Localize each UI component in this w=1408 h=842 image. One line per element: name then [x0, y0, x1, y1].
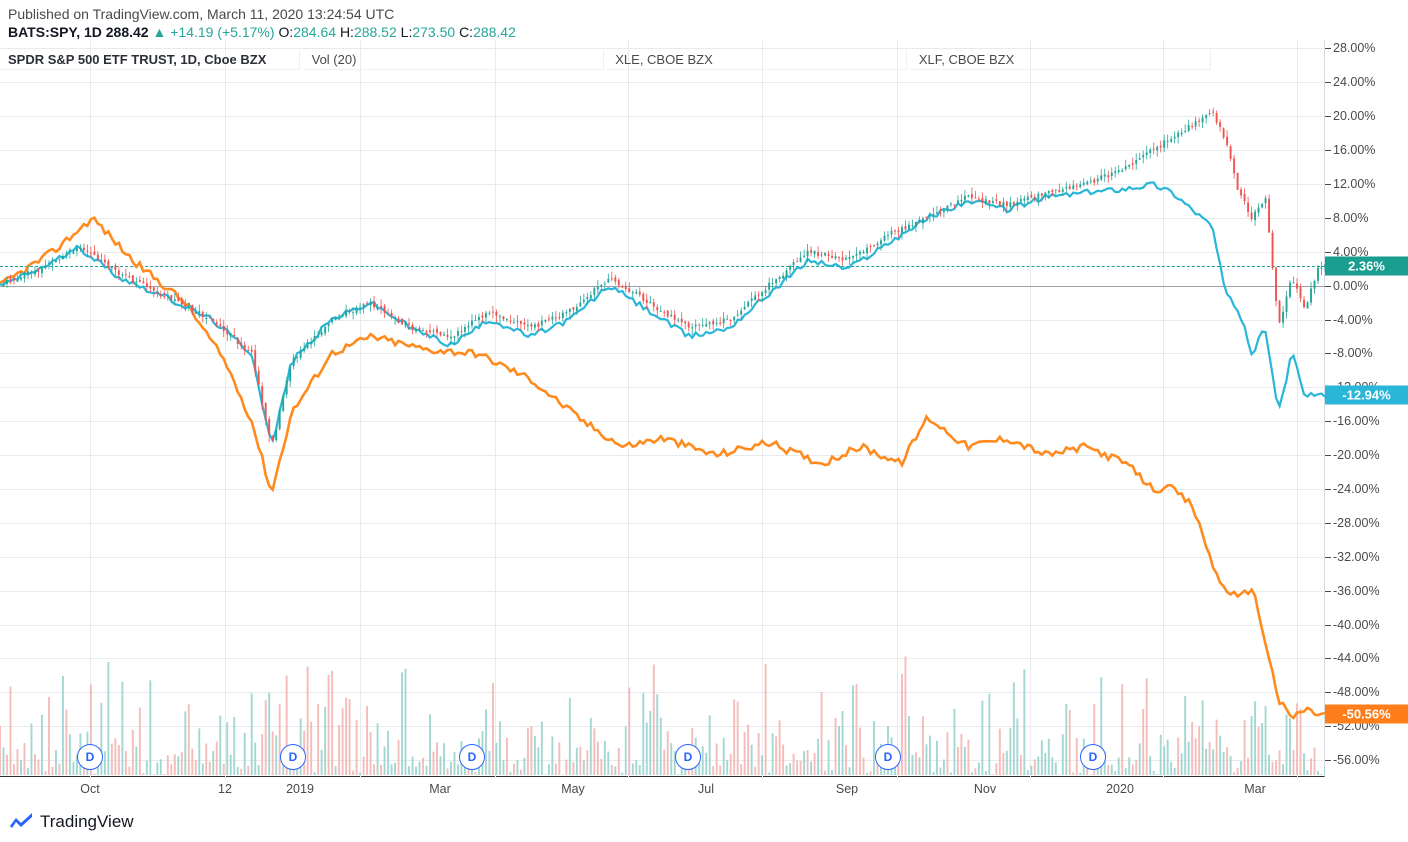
y-axis-tick [1325, 82, 1331, 83]
y-axis-label: 28.00% [1333, 41, 1408, 55]
x-axis-label-2019: 2019 [286, 782, 314, 796]
dividend-marker-4[interactable]: D [875, 744, 901, 770]
y-axis-label: 16.00% [1333, 143, 1408, 157]
y-axis-label: -8.00% [1333, 346, 1408, 360]
price-badge-2[interactable]: -50.56% [1325, 704, 1408, 723]
y-axis-label: -40.00% [1333, 618, 1408, 632]
y-axis-tick [1325, 252, 1331, 253]
spy-candlesticks-group[interactable] [3, 108, 1325, 442]
chart-header: Published on TradingView.com, March 11, … [8, 6, 516, 40]
x-axis-label-2020: 2020 [1106, 782, 1134, 796]
y-axis-label: -28.00% [1333, 516, 1408, 530]
dividend-marker-3[interactable]: D [675, 744, 701, 770]
price-value: 288.42 [106, 24, 149, 40]
y-axis-label: -56.00% [1333, 753, 1408, 767]
volume-bars-group [0, 656, 1325, 775]
x-axis-label-May: May [561, 782, 585, 796]
y-axis-tick [1325, 692, 1331, 693]
change-abs: +14.19 [170, 24, 213, 40]
y-axis-label: 0.00% [1333, 279, 1408, 293]
x-axis-label-Mar: Mar [1244, 782, 1266, 796]
high-label: H: [340, 24, 354, 40]
y-axis-tick [1325, 286, 1331, 287]
y-axis-tick [1325, 320, 1331, 321]
y-axis-label: 24.00% [1333, 75, 1408, 89]
symbol-label: BATS:SPY, 1D [8, 24, 102, 40]
dividend-marker-0[interactable]: D [77, 744, 103, 770]
x-axis-label-12: 12 [218, 782, 232, 796]
y-axis-label: -32.00% [1333, 550, 1408, 564]
y-axis-label: -20.00% [1333, 448, 1408, 462]
chart-plot-area[interactable]: D D D D D D 28.00% 24.00% 20.00% 16.00% 12.00% 8.0… [0, 40, 1408, 817]
x-axis-label-Oct: Oct [80, 782, 99, 796]
low-label: L: [401, 24, 413, 40]
y-axis-label: -24.00% [1333, 482, 1408, 496]
y-axis-tick [1325, 116, 1331, 117]
y-axis-tick [1325, 48, 1331, 49]
y-axis-tick [1325, 726, 1331, 727]
open-value: 284.64 [293, 24, 336, 40]
dividend-marker-1[interactable]: D [280, 744, 306, 770]
y-axis-tick [1325, 489, 1331, 490]
y-axis-tick [1325, 625, 1331, 626]
price-lines-svg [0, 40, 1325, 777]
close-value: 288.42 [473, 24, 516, 40]
published-line: Published on TradingView.com, March 11, … [8, 6, 516, 22]
y-axis-tick [1325, 184, 1331, 185]
y-axis-label: -36.00% [1333, 584, 1408, 598]
x-axis-label-Nov: Nov [974, 782, 996, 796]
y-axis-label: -4.00% [1333, 313, 1408, 327]
y-axis-tick [1325, 455, 1331, 456]
x-axis-label-Mar: Mar [429, 782, 451, 796]
tradingview-chart-app: Published on TradingView.com, March 11, … [0, 0, 1408, 842]
y-axis-tick [1325, 523, 1331, 524]
y-axis-label: 20.00% [1333, 109, 1408, 123]
y-axis-tick [1325, 218, 1331, 219]
legend-row-0[interactable]: SPDR S&P 500 ETF TRUST, 1D, Cboe BZX [0, 50, 300, 70]
low-value: 273.50 [412, 24, 455, 40]
close-label: C: [459, 24, 473, 40]
tradingview-logo-text: TradingView [40, 812, 134, 832]
price-badge-1[interactable]: -12.94% [1325, 386, 1408, 405]
y-axis-label: -44.00% [1333, 651, 1408, 665]
price-up-icon: ▲ [152, 24, 166, 40]
y-axis-label: -48.00% [1333, 685, 1408, 699]
legend-row-1[interactable]: Vol (20) [304, 50, 604, 70]
change-pct: (+5.17%) [217, 24, 274, 40]
y-axis-label: 8.00% [1333, 211, 1408, 225]
price-badge-0[interactable]: 2.36% [1325, 256, 1408, 275]
y-axis-tick [1325, 658, 1331, 659]
x-axis-label-Sep: Sep [836, 782, 858, 796]
y-axis-tick [1325, 760, 1331, 761]
y-axis-label: -16.00% [1333, 414, 1408, 428]
tradingview-logo[interactable]: TradingView [8, 812, 134, 832]
series-legend: SPDR S&P 500 ETF TRUST, 1D, Cboe BZX Vol… [0, 50, 1325, 70]
y-axis-label: 12.00% [1333, 177, 1408, 191]
y-axis-tick [1325, 557, 1331, 558]
legend-row-3[interactable]: XLF, CBOE BZX [911, 50, 1211, 70]
ohlc-line: BATS:SPY, 1D 288.42 ▲ +14.19 (+5.17%) O:… [8, 24, 516, 40]
sector-line-orange[interactable] [0, 218, 1325, 718]
open-label: O: [278, 24, 293, 40]
y-axis-tick [1325, 421, 1331, 422]
legend-row-2[interactable]: XLE, CBOE BZX [607, 50, 907, 70]
dividend-marker-2[interactable]: D [459, 744, 485, 770]
x-axis-label-Jul: Jul [698, 782, 714, 796]
y-axis-tick [1325, 353, 1331, 354]
y-axis-tick [1325, 150, 1331, 151]
tradingview-logo-icon [8, 812, 34, 832]
y-axis-tick [1325, 591, 1331, 592]
dividend-marker-5[interactable]: D [1080, 744, 1106, 770]
high-value: 288.52 [354, 24, 397, 40]
